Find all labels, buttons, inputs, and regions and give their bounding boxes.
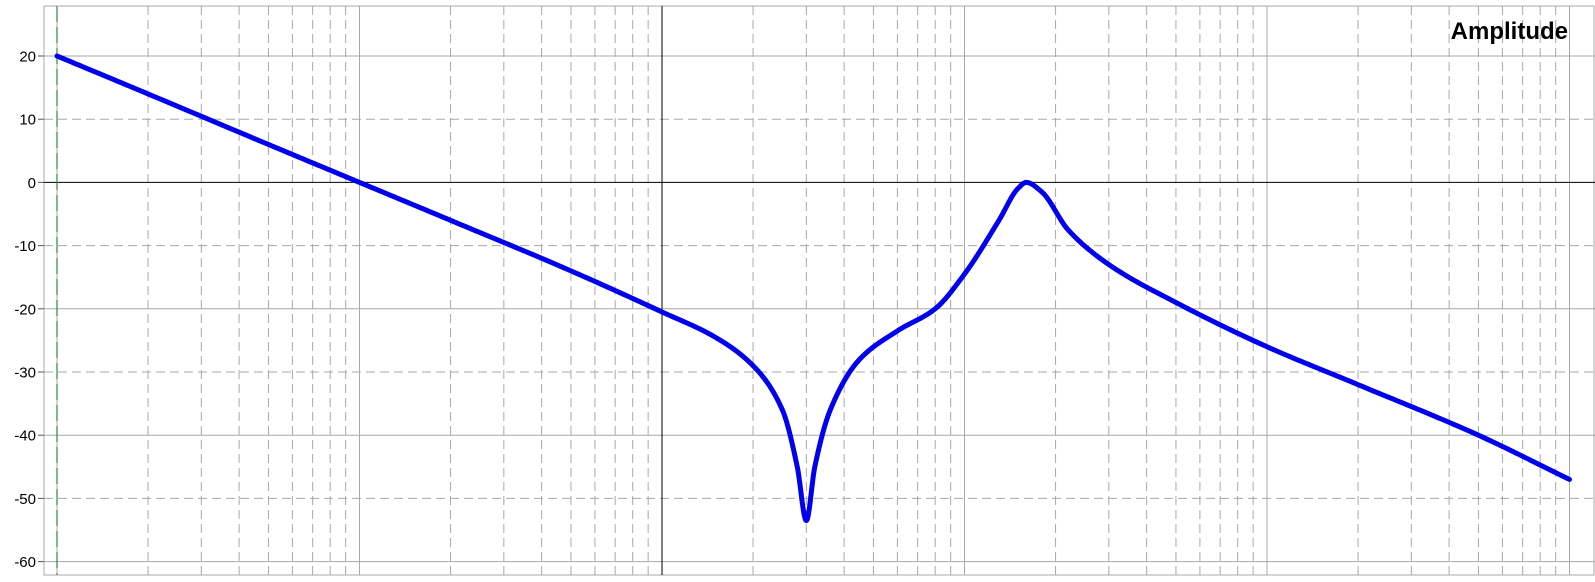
chart-title: Amplitude (1451, 18, 1568, 45)
amplitude-series-line (54, 53, 1572, 524)
y-tick-label: 10 (19, 112, 36, 129)
y-tick-label: -10 (14, 238, 36, 255)
plot-frame (43, 5, 1595, 576)
series-layer (54, 53, 1572, 524)
grid (44, 6, 1595, 575)
y-tick-label: 0 (28, 175, 36, 192)
axes (43, 5, 1595, 576)
y-tick-label: -60 (14, 554, 36, 571)
y-tick-labels: 20 10 0 -10 -20 -30 -40 -50 -60 (14, 49, 44, 571)
y-tick-label: -40 (14, 428, 36, 445)
y-tick-label: -20 (14, 301, 36, 318)
y-tick-label: -50 (14, 491, 36, 508)
y-tick-label: 20 (19, 49, 36, 66)
plot-background (44, 6, 1595, 575)
y-tick-label: -30 (14, 365, 36, 382)
